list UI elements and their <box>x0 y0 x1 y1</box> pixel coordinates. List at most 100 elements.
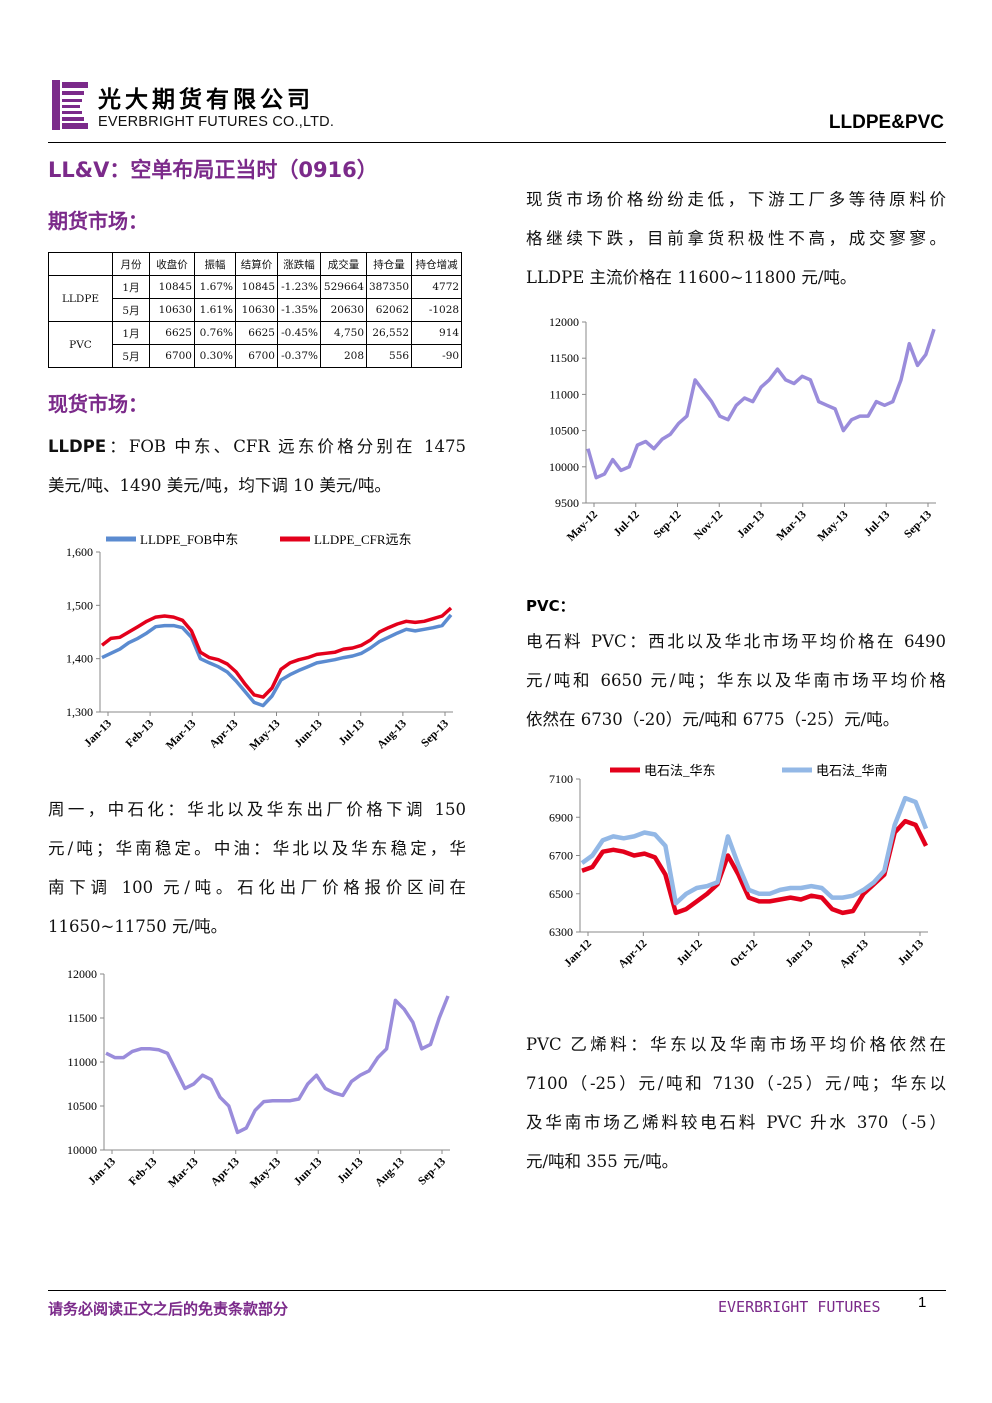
x-tick-label: Sep-12 <box>652 508 684 540</box>
table-cell: 10845 <box>149 275 195 299</box>
paragraph-line: 11650~11750 元/吨。 <box>48 917 228 936</box>
table-cell: 1.67% <box>194 275 236 299</box>
sinopec-paragraph: 周一，中石化：华北以及华东出厂价格下调 150 元/吨；华南稳定。中油：华北以及… <box>48 790 466 946</box>
x-tick-label: Jan-13 <box>735 508 767 540</box>
x-tick-label: Jan-13 <box>82 717 114 749</box>
table-cell: 5月 <box>112 298 150 322</box>
x-tick-label: Apr-13 <box>209 1155 242 1188</box>
y-tick-label: 10500 <box>67 1099 97 1113</box>
table-cell: 5月 <box>112 344 150 368</box>
table-cell: 20630 <box>320 298 367 322</box>
x-tick-label: Feb-13 <box>124 717 157 750</box>
paragraph-line: 元/吨和 355 元/吨。 <box>526 1152 679 1171</box>
x-tick-label: Jan-12 <box>562 937 594 969</box>
x-tick-label: Jul-13 <box>862 508 892 538</box>
footer-brand: EVERBRIGHT FUTURES <box>718 1298 881 1316</box>
x-tick-label: Mar-13 <box>164 717 199 752</box>
table-cell: 914 <box>411 321 463 345</box>
paragraph-line: 周一，中石化：华北以及华东出厂价格下调 150 <box>48 800 466 819</box>
table-row: PVC 1月 6625 0.76% 6625 -0.45% 4,750 26,5… <box>48 321 463 368</box>
company-name-en: EVERBRIGHT FUTURES CO.,LTD. <box>98 114 335 130</box>
paragraph-line: 元/吨和 6650 元/吨；华东以及华南市场平均价格 <box>526 671 946 690</box>
lldpe-domestic-chart: 10000 10500 11000 11500 12000 Jan-13 Feb-13 Mar… <box>67 967 450 1191</box>
table-cell: 208 <box>320 344 367 368</box>
table-cell: 6625 <box>235 321 278 345</box>
report-tag: LLDPE&PVC <box>828 112 944 133</box>
x-tick-label: May-12 <box>565 508 600 543</box>
table-cell: 6700 <box>235 344 278 368</box>
lldpe-line-text: ：FOB 中东、CFR 远东价格分别在 1475 <box>106 437 466 456</box>
legend-label: LLDPE_FOB中东 <box>140 532 238 547</box>
paragraph-line: LLDPE 主流价格在 11600~11800 元/吨。 <box>526 268 857 287</box>
y-tick-label: 11500 <box>67 1011 97 1025</box>
table-cell: 529664 <box>320 275 367 299</box>
pvc-ethylene-paragraph: PVC 乙烯料：华东以及华南市场平均价格依然在 7100（-25）元/吨和 71… <box>526 1025 946 1181</box>
header-rule <box>48 142 946 143</box>
table-cell: 387350 <box>365 275 413 299</box>
table-cell: 4,750 <box>320 321 367 345</box>
lldpe-mainstream-chart: 9500 10000 10500 11000 11500 12000 May-12 Jul-1… <box>549 315 936 544</box>
y-tick-label: 6300 <box>549 925 573 939</box>
x-tick-label: Apr-13 <box>838 937 871 970</box>
table-cell: 4772 <box>411 275 463 299</box>
y-tick-label: 1,600 <box>66 545 93 559</box>
legend-label: 电石法_华东 <box>644 763 716 778</box>
table-cell: 10630 <box>235 298 278 322</box>
x-tick-label: Jan-13 <box>783 937 815 969</box>
x-tick-label: Sep-13 <box>416 1155 448 1187</box>
x-tick-label: Sep-13 <box>902 508 934 540</box>
x-tick-label: Apr-13 <box>207 717 240 750</box>
y-tick-label: 10500 <box>549 424 579 438</box>
x-tick-label: Nov-12 <box>692 508 726 542</box>
y-tick-label: 10000 <box>67 1143 97 1157</box>
x-tick-label: Jun-13 <box>292 1155 325 1188</box>
x-tick-label: Aug-13 <box>375 717 409 751</box>
group-label: PVC <box>48 321 113 368</box>
lldpe-paragraph: LLDPE：FOB 中东、CFR 远东价格分别在 1475 美元/吨、1490 … <box>48 427 466 505</box>
table-row: 5月 10630 1.61% 10630 -1.35% 20630 62062 … <box>49 298 463 322</box>
x-tick-label: Mar-13 <box>166 1155 201 1190</box>
column-header: 持仓增减 <box>411 252 463 276</box>
y-tick-label: 7100 <box>549 772 573 786</box>
y-tick-label: 11000 <box>549 387 579 401</box>
table-row: 5月 6700 0.30% 6700 -0.37% 208 556 -90 <box>49 344 463 368</box>
table-cell: -1.23% <box>277 275 321 299</box>
x-tick-label: Jan-13 <box>86 1155 118 1187</box>
paragraph-line: 及华南市场乙烯料较电石料 PVC 升水 370（-5） <box>526 1113 946 1132</box>
table-cell: 6625 <box>149 321 195 345</box>
series-line <box>580 795 929 906</box>
legend-label: LLDPE_CFR远东 <box>314 532 412 547</box>
table-row: LLDPE 1月 10845 1.67% 10845 -1.23% 529664… <box>48 275 463 322</box>
table-cell: 0.30% <box>194 344 236 368</box>
x-tick-label: Jul-13 <box>337 717 367 747</box>
table-cell: 62062 <box>365 298 413 322</box>
lldpe-label: LLDPE <box>48 437 107 456</box>
company-name-cn: 光大期货有限公司 <box>98 87 314 113</box>
x-tick-label: May-13 <box>247 717 282 752</box>
report-title: LL&V：空单布局正当时（0916） <box>48 158 378 182</box>
spot-heading: 现货市场： <box>48 392 148 416</box>
pvc-carbide-paragraph: 电石料 PVC：西北以及华北市场平均价格在 6490 元/吨和 6650 元/吨… <box>526 622 946 739</box>
y-tick-label: 11000 <box>67 1055 97 1069</box>
paragraph-line: 7100（-25）元/吨和 7130（-25）元/吨；华东以 <box>526 1074 946 1093</box>
x-tick-label: May-13 <box>248 1155 283 1190</box>
table-cell: -0.37% <box>277 344 321 368</box>
series-line <box>101 613 453 708</box>
y-tick-label: 6700 <box>549 849 573 863</box>
series-line <box>105 995 450 1135</box>
footer-disclaimer: 请务必阅读正文之后的免责条款部分 <box>48 1300 289 1318</box>
x-tick-label: Jul-13 <box>335 1155 365 1185</box>
x-tick-label: Feb-13 <box>127 1155 160 1188</box>
x-tick-label: May-13 <box>815 508 850 543</box>
series-line <box>586 328 936 480</box>
column-header: 涨跌幅 <box>277 252 321 276</box>
y-tick-label: 12000 <box>67 967 97 981</box>
table-cell: 0.76% <box>194 321 236 345</box>
legend-label: 电石法_华南 <box>816 763 888 778</box>
paragraph-line: 电石料 PVC：西北以及华北市场平均价格在 6490 <box>526 632 946 651</box>
y-tick-label: 1,500 <box>66 598 93 612</box>
y-tick-label: 6500 <box>549 887 573 901</box>
page-header: 光大期货有限公司 EVERBRIGHT FUTURES CO.,LTD. LLD… <box>48 72 946 142</box>
x-tick-label: Jul-12 <box>675 937 705 967</box>
column-header: 月份 <box>112 252 150 276</box>
